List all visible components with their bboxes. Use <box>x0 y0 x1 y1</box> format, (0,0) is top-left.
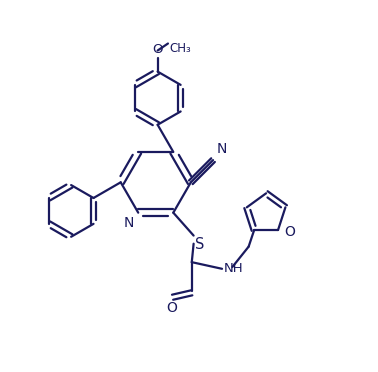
Text: NH: NH <box>223 262 243 275</box>
Text: S: S <box>195 237 204 252</box>
Text: O: O <box>285 225 296 239</box>
Text: N: N <box>124 216 134 230</box>
Text: O: O <box>166 301 177 315</box>
Text: N: N <box>217 142 227 156</box>
Text: O: O <box>152 44 163 57</box>
Text: CH₃: CH₃ <box>169 42 191 55</box>
